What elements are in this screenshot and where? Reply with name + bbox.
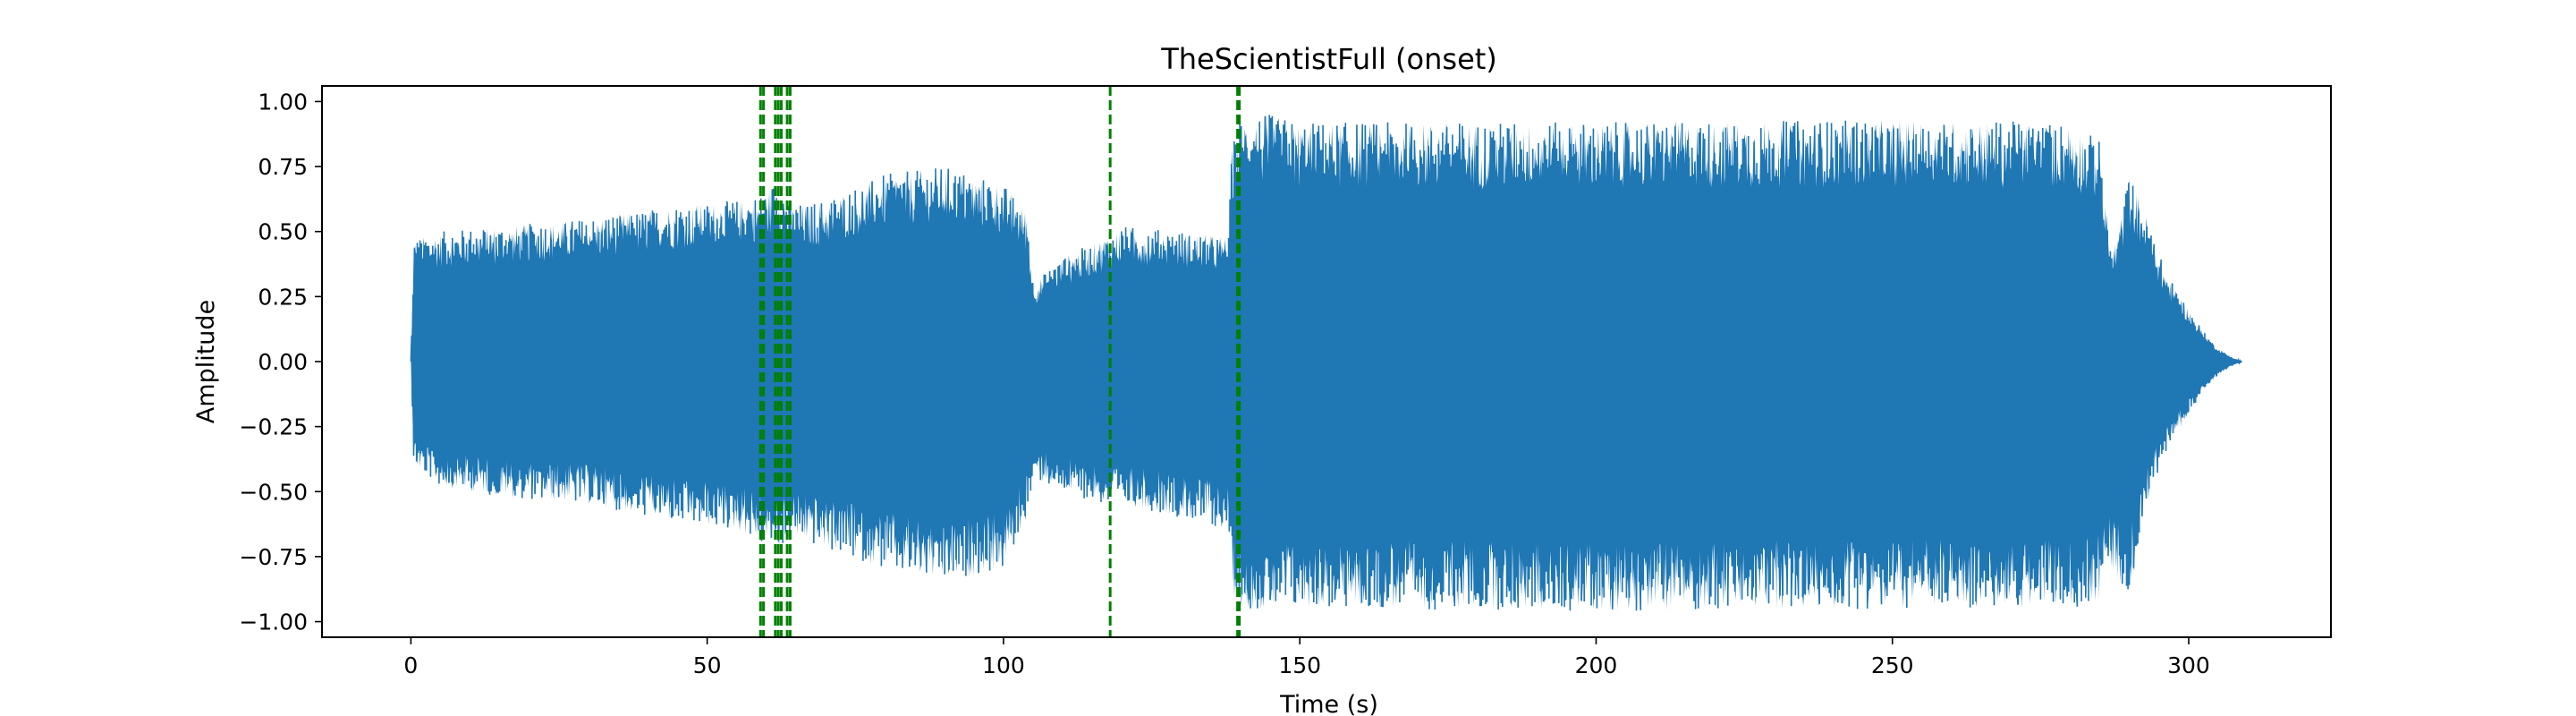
y-tick-label-6: 0.50: [258, 219, 308, 245]
chart-title: TheScientistFull (onset): [1160, 42, 1497, 76]
waveform-layer: [410, 115, 2242, 611]
y-axis-label: Amplitude: [192, 300, 220, 423]
waveform-line-0: [410, 115, 2242, 611]
y-tick-label-0: −1.00: [239, 609, 308, 635]
x-tick-label-2: 100: [982, 652, 1025, 678]
x-tick-label-4: 200: [1575, 652, 1618, 678]
y-axis-ticks: −1.00 −0.75 −0.50 −0.25 0.00 0.25 0.50 0.75 1.00: [239, 89, 322, 635]
plot-area: [410, 86, 2242, 637]
y-tick-label-3: −0.25: [239, 414, 308, 440]
x-axis-label: Time (s): [1279, 691, 1378, 716]
onset-lines: [758, 86, 1241, 637]
x-tick-label-0: 0: [403, 652, 418, 678]
y-tick-label-5: 0.25: [258, 284, 308, 310]
x-axis-ticks: 0 50 100 150 200 250 300: [403, 637, 2210, 678]
x-tick-label-3: 150: [1278, 652, 1321, 678]
x-tick-label-6: 300: [2167, 652, 2210, 678]
y-tick-label-1: −0.75: [239, 544, 308, 570]
y-tick-label-7: 0.75: [258, 154, 308, 180]
x-tick-label-1: 50: [693, 652, 722, 678]
x-tick-label-5: 250: [1871, 652, 1914, 678]
y-tick-label-2: −0.50: [239, 479, 308, 505]
y-tick-label-4: 0.00: [258, 349, 308, 375]
y-tick-label-8: 1.00: [258, 89, 308, 115]
